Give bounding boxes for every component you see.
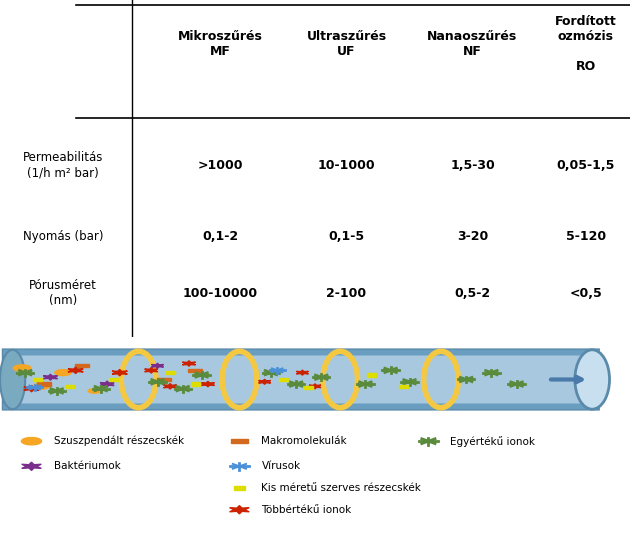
Text: 0,5-2: 0,5-2 — [454, 287, 491, 300]
Bar — [75, 364, 89, 367]
Polygon shape — [183, 361, 195, 366]
Text: Ultraszűrés
UF: Ultraszűrés UF — [306, 30, 387, 58]
Bar — [109, 378, 118, 381]
Polygon shape — [112, 369, 127, 376]
Polygon shape — [68, 367, 83, 374]
Text: 0,1-5: 0,1-5 — [328, 230, 365, 243]
Text: 100-10000: 100-10000 — [183, 287, 258, 300]
Polygon shape — [145, 368, 158, 373]
Bar — [33, 378, 42, 381]
Polygon shape — [229, 505, 249, 514]
Text: >1000: >1000 — [198, 159, 243, 172]
Polygon shape — [164, 384, 176, 389]
Polygon shape — [309, 384, 321, 389]
Text: 5-120: 5-120 — [566, 230, 606, 243]
Polygon shape — [202, 381, 214, 387]
Polygon shape — [296, 370, 309, 375]
Bar — [166, 371, 175, 374]
Text: Permeabilitás
(1/h m² bar): Permeabilitás (1/h m² bar) — [23, 151, 103, 180]
Bar — [157, 378, 171, 381]
Text: 2-100: 2-100 — [326, 287, 367, 300]
Text: Egyértékű ionok: Egyértékű ionok — [450, 436, 536, 447]
Circle shape — [33, 384, 49, 390]
Circle shape — [21, 437, 42, 445]
Text: <0,5: <0,5 — [570, 287, 602, 300]
Polygon shape — [258, 379, 271, 384]
FancyBboxPatch shape — [3, 350, 598, 409]
Text: Vírusok: Vírusok — [261, 461, 301, 471]
Bar — [191, 382, 200, 386]
Text: Nanaoszűrés
NF: Nanaoszűrés NF — [427, 30, 518, 58]
Text: Makromolekulák: Makromolekulák — [261, 436, 347, 446]
Text: Fordított
ozmózis

RO: Fordított ozmózis RO — [555, 15, 617, 73]
Bar — [231, 439, 248, 443]
Polygon shape — [43, 374, 57, 380]
Bar — [399, 385, 408, 388]
Polygon shape — [24, 386, 39, 392]
Text: 3-20: 3-20 — [457, 230, 488, 243]
Text: Nyomás (bar): Nyomás (bar) — [23, 230, 103, 243]
Bar — [65, 385, 74, 388]
Polygon shape — [151, 363, 164, 368]
Text: Szuszpendált részecskék: Szuszpendált részecskék — [54, 436, 184, 447]
FancyBboxPatch shape — [3, 404, 598, 409]
Text: 10-1000: 10-1000 — [318, 159, 375, 172]
Text: Baktériumok: Baktériumok — [54, 461, 120, 471]
Text: 0,05-1,5: 0,05-1,5 — [557, 159, 615, 172]
Bar — [37, 382, 51, 386]
Polygon shape — [21, 462, 42, 471]
Text: Pórusméret
(nm): Pórusméret (nm) — [29, 280, 97, 307]
FancyBboxPatch shape — [3, 350, 598, 356]
Text: Kis méretű szerves részecskék: Kis méretű szerves részecskék — [261, 483, 421, 493]
Bar — [367, 373, 376, 376]
Text: Többértékű ionok: Többértékű ionok — [261, 505, 352, 515]
Text: Mikroszűrés
MF: Mikroszűrés MF — [178, 30, 263, 58]
Bar — [279, 378, 288, 381]
Polygon shape — [100, 381, 114, 387]
Ellipse shape — [0, 350, 25, 409]
Bar — [188, 369, 202, 372]
Bar — [234, 486, 244, 490]
Circle shape — [55, 370, 71, 375]
Bar — [304, 386, 313, 389]
Text: 0,1-2: 0,1-2 — [202, 230, 239, 243]
Circle shape — [88, 388, 101, 393]
Ellipse shape — [575, 350, 610, 409]
Circle shape — [13, 365, 31, 371]
Text: 1,5-30: 1,5-30 — [450, 159, 495, 172]
